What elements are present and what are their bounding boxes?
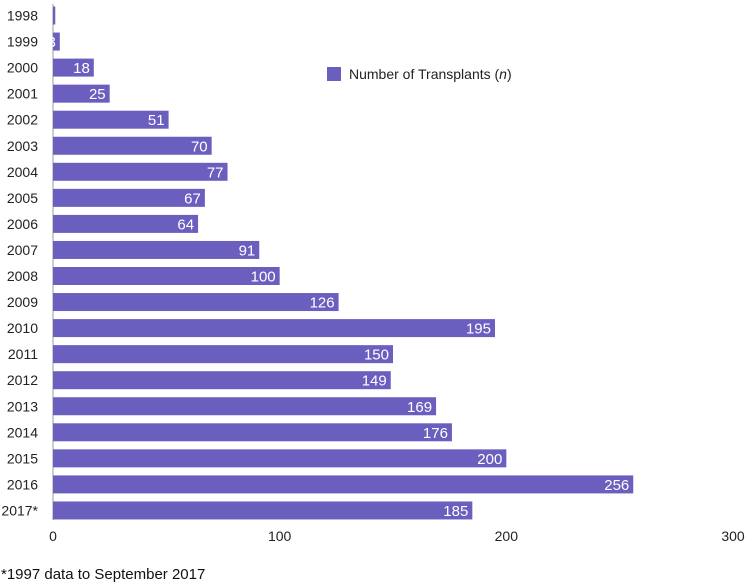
bar-value-label: 176: [423, 425, 448, 442]
bar: [53, 397, 437, 416]
bar-value-label: 64: [177, 216, 194, 233]
category-label: 2009: [7, 294, 38, 310]
category-label: 2016: [7, 476, 38, 492]
bar: [53, 423, 452, 442]
x-tick-label: 100: [268, 528, 292, 544]
bar-value-label: 256: [604, 477, 629, 494]
category-label: 2017*: [1, 502, 38, 518]
bar: [53, 501, 473, 520]
category-label: 2003: [7, 138, 38, 154]
footnote: *1997 data to September 2017: [1, 566, 206, 583]
bar: [53, 162, 228, 181]
bar-value-label: 169: [407, 399, 432, 416]
bar: [53, 188, 205, 207]
legend-label-prefix: Number of Transplants (: [349, 66, 500, 82]
bar: [53, 84, 110, 103]
bar-value-label: 126: [310, 295, 335, 312]
bar: [53, 475, 634, 494]
category-label: 2012: [7, 372, 38, 388]
x-tick-label: 300: [721, 528, 745, 544]
bar: [53, 110, 169, 129]
category-label: 2005: [7, 190, 38, 206]
bar-value-label: 150: [364, 347, 389, 364]
bar-value-label: 100: [251, 269, 276, 286]
bar-value-label: 200: [477, 451, 502, 468]
category-label: 1998: [7, 8, 38, 24]
bar-value-label: 195: [466, 321, 491, 338]
category-label: 2014: [7, 424, 38, 440]
bar-value-label: 18: [73, 60, 90, 77]
legend: Number of Transplants (n): [327, 66, 512, 82]
category-label: 2002: [7, 112, 38, 128]
category-label: 1999: [7, 34, 38, 50]
category-label: 2013: [7, 398, 38, 414]
bar: [53, 58, 94, 77]
legend-swatch: [327, 67, 341, 81]
legend-label-italic: n: [499, 66, 507, 82]
bar-value-label: 149: [362, 373, 387, 390]
bar: [53, 240, 260, 259]
bar-value-label: 51: [148, 112, 165, 129]
x-tick-label: 200: [495, 528, 519, 544]
bar-value-label: 25: [89, 86, 106, 103]
bar-value-label: 67: [184, 190, 201, 207]
bar: [53, 319, 495, 338]
category-label: 2000: [7, 60, 38, 76]
bar-series: 3 18 25 51 70 77 67 64 91 100 126 195 150 149 169 176 20…: [47, 6, 634, 520]
bar-value-label: 77: [207, 164, 224, 181]
x-tick-label: 0: [49, 528, 57, 544]
bar: [53, 32, 60, 51]
bar: [53, 293, 339, 312]
legend-label-suffix: ): [507, 66, 512, 82]
bar: [53, 136, 212, 155]
bar: [53, 371, 391, 390]
legend-label: Number of Transplants (n): [349, 66, 512, 82]
bar: [53, 267, 280, 285]
bar-value-label: 91: [239, 242, 256, 259]
chart-axes: 0 100 200 300199819992000200120022003200420…: [1, 4, 745, 544]
bar: [53, 214, 199, 233]
bar-value-label: 185: [443, 503, 468, 520]
category-label: 2007: [7, 242, 38, 258]
category-label: 2010: [7, 320, 38, 336]
bar: [53, 449, 507, 468]
category-label: 2015: [7, 450, 38, 466]
bar-value-label: 3: [47, 34, 55, 51]
category-label: 2006: [7, 216, 38, 232]
category-label: 2011: [8, 346, 38, 362]
category-label: 2001: [7, 86, 38, 102]
category-label: 2008: [7, 268, 38, 284]
bar-value-label: 70: [191, 138, 208, 155]
bar: [53, 6, 56, 25]
bar: [53, 345, 393, 364]
category-label: 2004: [7, 164, 38, 180]
